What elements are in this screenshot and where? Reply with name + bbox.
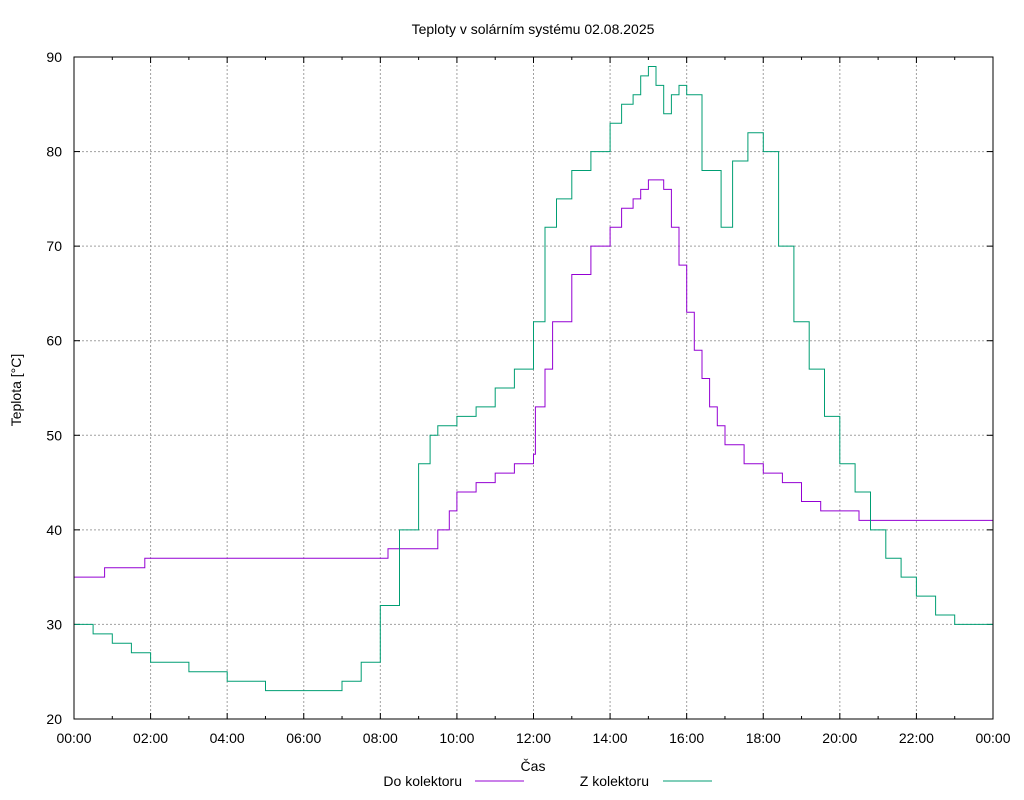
x-tick-label: 06:00 <box>286 730 321 746</box>
legend: Do kolektoru Z kolektoru <box>383 773 712 789</box>
y-axis-label: Teplota [°C] <box>8 354 24 427</box>
y-tick-label: 30 <box>46 616 62 632</box>
y-tick-label: 50 <box>46 427 62 443</box>
y-tick-labels: 20 30 40 50 60 70 80 90 <box>46 49 62 727</box>
x-tick-label: 20:00 <box>822 730 857 746</box>
x-tick-label: 08:00 <box>363 730 398 746</box>
x-tick-label: 02:00 <box>133 730 168 746</box>
gridlines <box>74 57 993 719</box>
y-tick-label: 90 <box>46 49 62 65</box>
chart-title: Teploty v solárním systému 02.08.2025 <box>412 21 655 37</box>
x-tick-labels: 00:00 02:00 04:00 06:00 08:00 10:00 12:00 14:00… <box>56 730 1010 746</box>
y-tick-label: 40 <box>46 522 62 538</box>
x-tick-label: 12:00 <box>516 730 551 746</box>
axis-ticks <box>73 56 994 720</box>
y-tick-label: 70 <box>46 238 62 254</box>
x-tick-label: 14:00 <box>593 730 628 746</box>
series-layer <box>74 66 994 692</box>
x-tick-label: 18:00 <box>746 730 781 746</box>
plot-frame <box>73 56 994 720</box>
y-tick-label: 20 <box>46 711 62 727</box>
series-line-1 <box>74 179 993 578</box>
y-tick-label: 60 <box>46 333 62 349</box>
legend-label-1: Do kolektoru <box>383 773 462 789</box>
x-tick-label: 16:00 <box>669 730 704 746</box>
y-tick-label: 80 <box>46 144 62 160</box>
x-tick-label: 04:00 <box>210 730 245 746</box>
x-tick-label: 10:00 <box>439 730 474 746</box>
x-axis-label: Čas <box>521 758 546 774</box>
x-tick-label: 00:00 <box>56 730 91 746</box>
x-tick-label: 00:00 <box>975 730 1010 746</box>
series-line-2 <box>74 66 994 692</box>
legend-label-2: Z kolektoru <box>580 773 649 789</box>
x-tick-label: 22:00 <box>899 730 934 746</box>
